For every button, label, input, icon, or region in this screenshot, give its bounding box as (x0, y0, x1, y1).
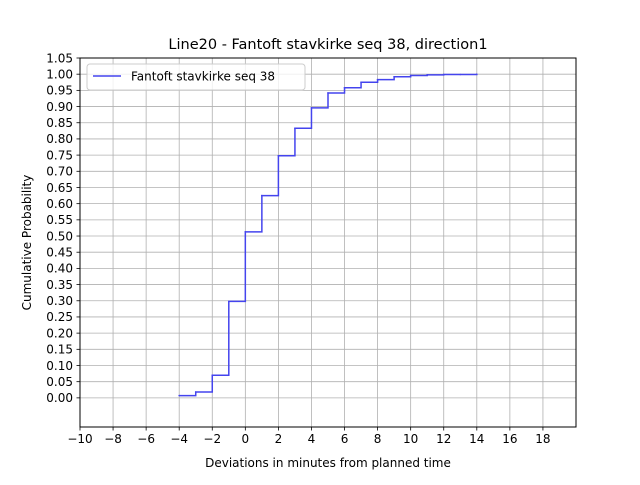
y-tick-label: 0.60 (46, 197, 73, 211)
data-point (244, 231, 247, 233)
y-tick-label: 0.25 (46, 310, 73, 324)
plot-frame (79, 57, 577, 428)
data-point (178, 394, 180, 397)
y-tick-label: 0.55 (46, 213, 73, 227)
y-tick-label: 0.40 (46, 262, 73, 276)
y-tick-label: 0.10 (46, 359, 73, 373)
y-tick-label: 0.70 (46, 165, 73, 179)
y-axis: 0.00 0.05 0.10 0.15 0.20 0.25 0.30 0.35 0.40 0.45… (46, 51, 80, 405)
x-tick-label: 0 (242, 432, 250, 446)
y-tick-label: 0.45 (46, 246, 73, 260)
x-tick-label: 18 (535, 432, 550, 446)
y-tick-label: 0.75 (46, 148, 73, 162)
data-point (261, 194, 263, 197)
data-point (393, 75, 395, 78)
x-tick-label: 16 (502, 432, 517, 446)
legend-label: Fantoft stavkirke seq 38 (131, 70, 275, 84)
x-tick-label: 2 (275, 432, 283, 446)
x-tick-label: 8 (374, 432, 382, 446)
data-point (277, 154, 280, 157)
data-point (476, 73, 478, 75)
y-tick-label: 0.20 (46, 326, 73, 340)
y-axis-label: Cumulative Probability (20, 175, 34, 311)
x-tick-label: 10 (403, 432, 418, 446)
data-point (294, 127, 296, 130)
data-point (360, 81, 362, 84)
x-axis: −10 −8 −6 −4 −2 0 2 4 6 8 10 12 14 16 18 (67, 427, 551, 446)
y-tick-label: 0.35 (46, 278, 73, 292)
x-axis-label: Deviations in minutes from planned time (205, 456, 451, 470)
data-point (194, 391, 197, 393)
chart-title: Line20 - Fantoft stavkirke seq 38, direc… (168, 37, 487, 53)
y-tick-label: 0.65 (46, 181, 73, 195)
grid (79, 57, 576, 427)
y-tick-label: 0.85 (46, 116, 73, 130)
x-tick-label: 12 (436, 432, 451, 446)
data-point (211, 374, 214, 377)
y-tick-label: 0.90 (46, 100, 73, 114)
x-tick-label: 6 (341, 432, 349, 446)
x-tick-label: 4 (308, 432, 316, 446)
data-point (409, 74, 412, 77)
y-tick-label: 0.95 (46, 84, 73, 98)
x-tick-label: −10 (67, 432, 92, 446)
data-point (376, 78, 379, 81)
x-tick-label: 14 (469, 432, 484, 446)
data-point (459, 73, 462, 76)
data-point (228, 300, 230, 303)
y-tick-label: 1.00 (46, 67, 73, 81)
x-tick-label: −8 (104, 432, 122, 446)
legend: Fantoft stavkirke seq 38 (86, 63, 306, 91)
y-tick-label: 0.00 (46, 391, 73, 405)
y-tick-label: 0.15 (46, 343, 73, 357)
legend-box (86, 63, 306, 91)
y-tick-label: 0.05 (46, 375, 73, 389)
data-point (426, 74, 429, 76)
data-point (310, 107, 313, 109)
y-tick-label: 0.80 (46, 132, 73, 146)
data-point (327, 92, 329, 94)
series-layer (178, 73, 478, 397)
x-tick-label: −4 (170, 432, 188, 446)
y-tick-label: 0.50 (46, 229, 73, 243)
y-tick-label: 0.30 (46, 294, 73, 308)
y-tick-label: 1.05 (46, 51, 73, 65)
data-point (442, 73, 445, 76)
data-point (343, 86, 346, 89)
x-tick-label: −6 (137, 432, 155, 446)
x-tick-label: −2 (203, 432, 221, 446)
